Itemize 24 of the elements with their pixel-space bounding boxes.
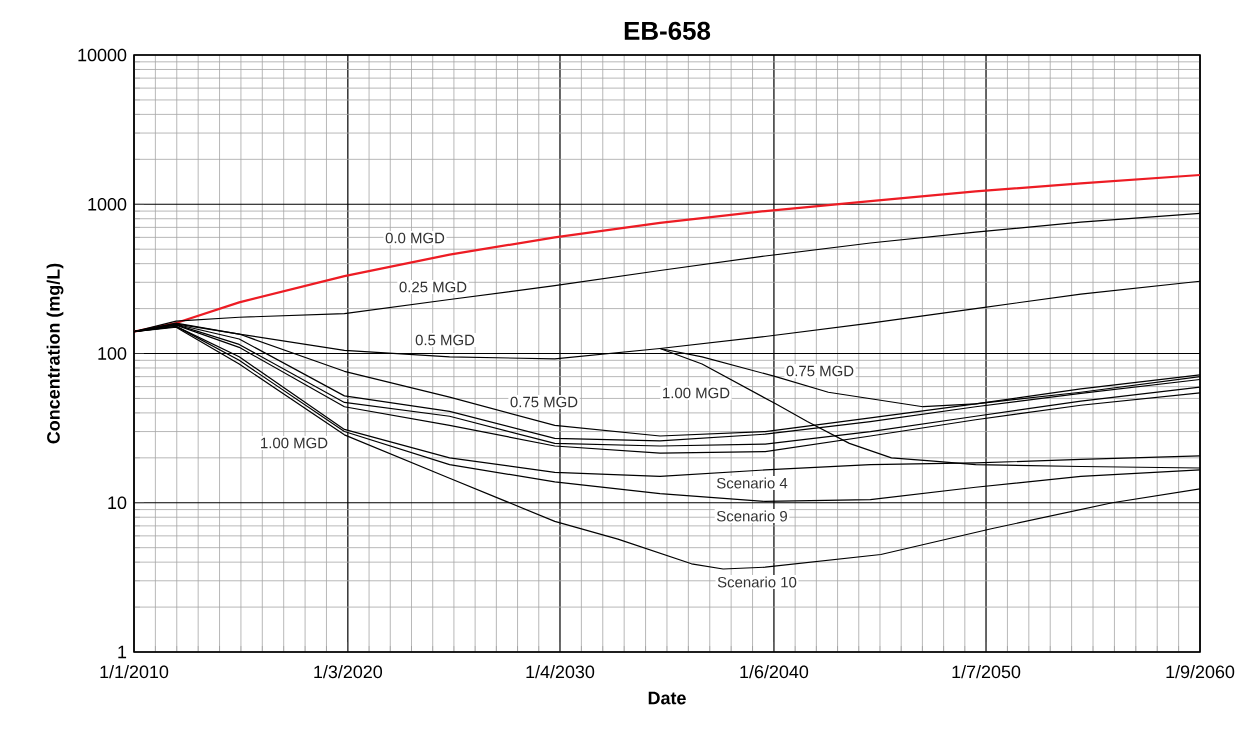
annotation: 0.25 MGD [399,281,467,293]
y-tick-label: 100 [98,347,127,360]
annotation: Scenario 4 [716,477,788,489]
annotation: 1.00 MGD [663,387,730,399]
annotation: 0.75 MGD [510,396,578,408]
y-tick-label: 1000 [88,197,127,211]
x-tick-label: 1/4/2030 [526,665,595,679]
x-tick-label: 1/9/2060 [1166,665,1235,679]
chart-title: EB-658 [624,21,711,40]
y-tick-label: 1 [118,645,127,659]
x-tick-label: 1/6/2040 [740,665,809,679]
annotation: 0.75 MGD [786,365,854,377]
y-tick-label: 10000 [78,48,127,62]
x-tick-label: 1/7/2050 [952,665,1021,679]
x-tick-label: 1/1/2010 [100,665,169,679]
annotation: 0.5 MGD [415,334,475,346]
y-tick-label: 10 [108,496,127,510]
x-axis-title: Date [648,691,686,705]
annotation: Scenario 10 [717,576,797,588]
y-axis-title: Concentration (mg/L) [46,263,64,444]
annotation: Scenario 9 [716,510,787,522]
annotation: 1.00 MGD [261,437,328,449]
annotation: 0.0 MGD [385,232,445,244]
x-tick-label: 1/3/2020 [314,665,383,679]
